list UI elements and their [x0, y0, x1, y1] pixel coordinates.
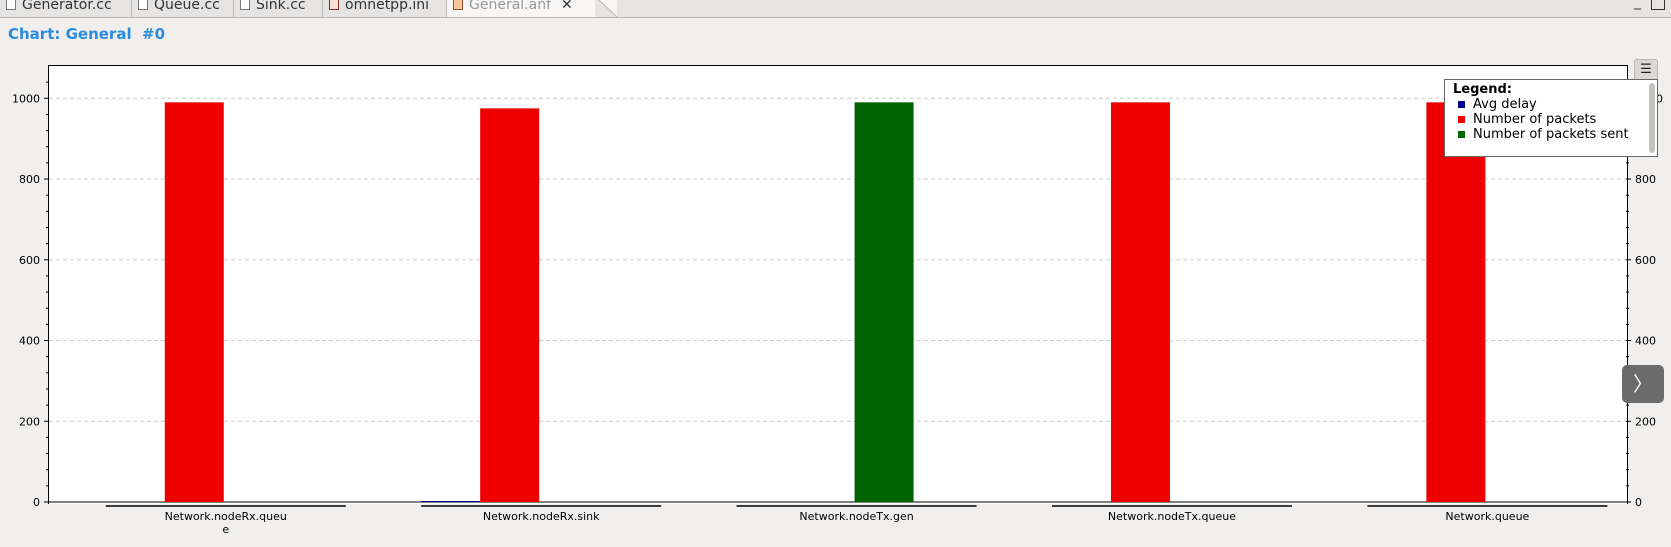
x-tick-label: Network.nodeTx.queue: [1108, 510, 1236, 523]
y-tick-label-right: 800: [1635, 173, 1656, 186]
tab-sink-cc[interactable]: Sink.cc: [234, 0, 323, 17]
legend-swatch: [1458, 100, 1465, 108]
x-tick-label: e: [222, 523, 229, 536]
tab-label: General.anf: [469, 0, 552, 13]
y-tick-label-left: 1000: [12, 92, 40, 105]
tab-general-anf[interactable]: General.anf ✕: [447, 0, 617, 17]
list-icon: ☰: [1640, 62, 1652, 77]
legend-label: Number of packets: [1473, 112, 1597, 127]
x-tick-label: Network.nodeRx.sink: [483, 510, 600, 523]
legend-scrollbar[interactable]: [1649, 83, 1655, 153]
cpp-file-icon: [6, 0, 16, 10]
bar-number-of-packets: [480, 108, 540, 502]
maximize-icon[interactable]: [1651, 0, 1665, 10]
chevron-right-icon: 〉: [1633, 372, 1653, 396]
bar-number-of-packets: [1426, 102, 1486, 502]
tab-generator-cc[interactable]: Generator.cc: [0, 0, 132, 17]
tab-edge-decoration: [595, 0, 617, 17]
legend-item: Number of packets sent: [1453, 127, 1657, 142]
legend-swatch: [1458, 130, 1465, 138]
minimize-icon[interactable]: _: [1634, 0, 1641, 10]
tab-queue-cc[interactable]: Queue.cc: [132, 0, 234, 17]
y-tick-label-right: 400: [1635, 335, 1656, 348]
x-tick-label: Network.queue: [1445, 510, 1529, 523]
y-tick-label-left: 600: [19, 254, 40, 267]
ini-file-icon: [329, 0, 339, 10]
tab-label: Generator.cc: [22, 0, 112, 13]
chart-title: Chart: General #0: [8, 25, 166, 43]
next-chart-button[interactable]: 〉: [1622, 365, 1664, 403]
anf-file-icon: [453, 0, 463, 10]
tab-label: Queue.cc: [154, 0, 220, 13]
tab-label: omnetpp.ini: [345, 0, 430, 13]
legend-item: Number of packets: [1453, 112, 1657, 127]
chart-legend: Legend: Avg delay Number of packets Numb…: [1444, 79, 1658, 157]
tab-label: Sink.cc: [256, 0, 306, 13]
y-tick-label-right: 600: [1635, 254, 1656, 267]
x-tick-label: Network.nodeRx.queu: [165, 510, 287, 523]
cpp-file-icon: [138, 0, 148, 10]
y-tick-label-left: 800: [19, 173, 40, 186]
legend-item: Avg delay: [1453, 97, 1657, 112]
legend-label: Number of packets sent: [1473, 127, 1629, 142]
bar-avg-delay: [421, 501, 481, 502]
editor-tab-bar: Generator.cc Queue.cc Sink.cc omnetpp.in…: [0, 0, 1671, 18]
y-tick-label-left: 400: [19, 335, 40, 348]
bar-number-of-packets-sent: [854, 102, 914, 502]
y-tick-label-left: 0: [33, 496, 40, 509]
y-tick-label-left: 200: [19, 415, 40, 428]
legend-toggle-button[interactable]: ☰: [1634, 59, 1658, 81]
legend-label: Avg delay: [1473, 97, 1537, 112]
cpp-file-icon: [240, 0, 250, 10]
bar-number-of-packets: [1110, 102, 1170, 502]
chart-plot-area: [48, 65, 1628, 504]
close-icon[interactable]: ✕: [561, 0, 573, 13]
y-tick-label-right: 200: [1635, 415, 1656, 428]
y-tick-label-right: 0: [1635, 496, 1642, 509]
legend-swatch: [1458, 115, 1465, 123]
legend-title: Legend:: [1453, 82, 1512, 97]
tab-omnetpp-ini[interactable]: omnetpp.ini: [323, 0, 447, 17]
bar-number-of-packets: [164, 102, 224, 502]
x-tick-label: Network.nodeTx.gen: [799, 510, 913, 523]
